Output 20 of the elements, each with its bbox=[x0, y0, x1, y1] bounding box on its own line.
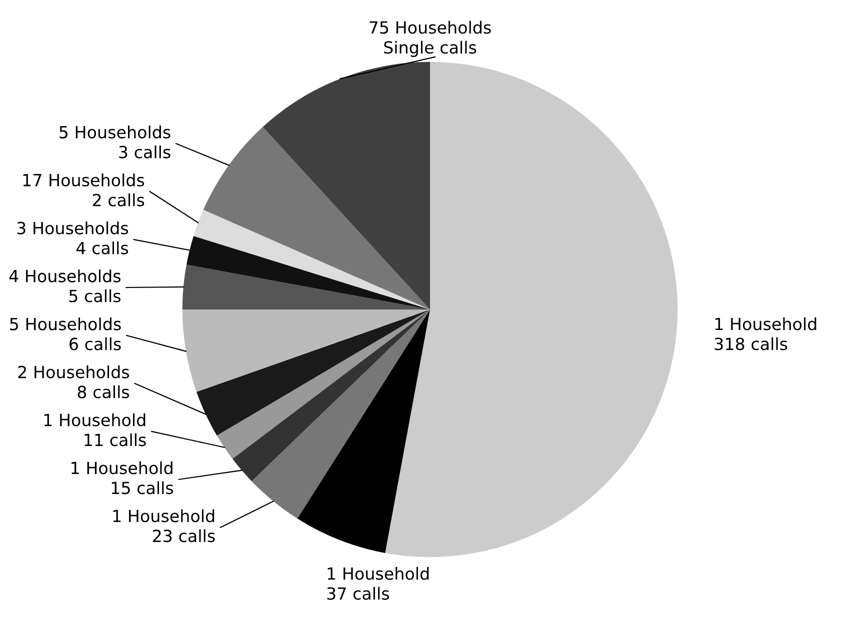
pie-slice bbox=[262, 62, 430, 310]
slice-label: 17 Households 2 calls bbox=[23, 174, 144, 206]
slice-label: 1 Household 23 calls bbox=[113, 509, 215, 542]
slice-label: 1 Household 318 calls bbox=[714, 317, 816, 350]
slice-label: 75 Households Single calls bbox=[370, 20, 491, 57]
slice-label: 3 Households 4 calls bbox=[17, 222, 128, 254]
pie-slice bbox=[216, 310, 430, 459]
pie-slice bbox=[385, 62, 678, 558]
slice-label: 1 Household 11 calls bbox=[44, 413, 146, 446]
slice-label: 1 Household 15 calls bbox=[72, 461, 174, 494]
pie-slice bbox=[182, 310, 430, 392]
slice-label: 5 Households 6 calls bbox=[10, 317, 121, 350]
pie-slice bbox=[232, 310, 430, 482]
pie-slice bbox=[182, 264, 430, 310]
slice-label: 4 Households 5 calls bbox=[9, 269, 121, 302]
slice-label: 1 Household 37 calls bbox=[327, 567, 429, 600]
slice-label: 2 Households 8 calls bbox=[18, 365, 130, 398]
pie-slice bbox=[297, 310, 430, 553]
pie-slice bbox=[194, 210, 430, 310]
slice-label: 5 Households 3 calls bbox=[60, 126, 170, 158]
